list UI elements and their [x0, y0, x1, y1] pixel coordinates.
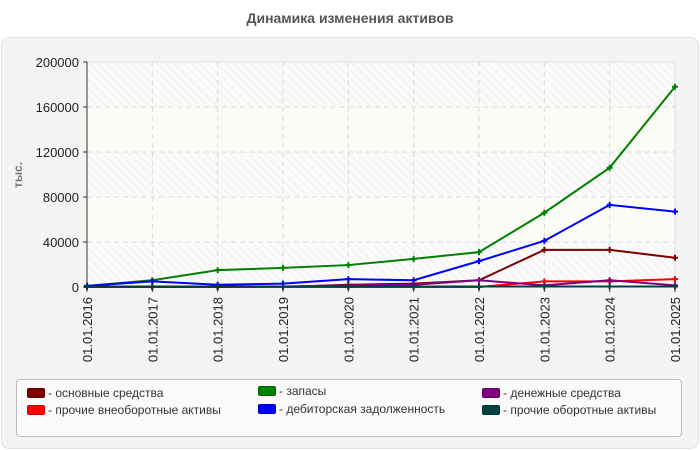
line-chart: 0 40000 80000 120000 160000 200000 01.01.2016 0… — [11, 55, 683, 362]
legend-swatch-icon — [482, 388, 500, 398]
svg-text:01.01.2016: 01.01.2016 — [80, 297, 95, 362]
legend-swatch-icon — [482, 405, 500, 415]
legend-swatch-icon — [27, 405, 45, 415]
legend-swatch-icon — [258, 386, 276, 396]
svg-text:160000: 160000 — [36, 100, 79, 115]
legend-item: - дебиторская задолженность — [258, 402, 445, 416]
svg-text:80000: 80000 — [43, 190, 79, 205]
svg-text:40000: 40000 — [43, 235, 79, 250]
svg-text:01.01.2025: 01.01.2025 — [668, 297, 683, 362]
legend: - основные средства - запасы - денежные … — [16, 379, 682, 437]
legend-swatch-icon — [258, 404, 276, 414]
svg-text:01.01.2017: 01.01.2017 — [145, 297, 160, 362]
svg-text:01.01.2024: 01.01.2024 — [603, 297, 618, 362]
legend-item: - запасы — [258, 384, 326, 398]
chart-title: Динамика изменения активов — [246, 10, 454, 26]
svg-text:01.01.2023: 01.01.2023 — [537, 297, 552, 362]
svg-text:0: 0 — [72, 280, 79, 295]
svg-text:01.01.2018: 01.01.2018 — [211, 297, 226, 362]
svg-text:120000: 120000 — [36, 145, 79, 160]
svg-text:01.01.2022: 01.01.2022 — [472, 297, 487, 362]
legend-item: - денежные средства — [482, 386, 621, 400]
legend-item: - прочие оборотные активы — [482, 403, 656, 417]
svg-text:тыс.: тыс. — [11, 162, 25, 188]
svg-text:200000: 200000 — [36, 55, 79, 70]
svg-text:01.01.2020: 01.01.2020 — [341, 297, 356, 362]
legend-item: - основные средства — [27, 386, 163, 400]
svg-text:01.01.2019: 01.01.2019 — [276, 297, 291, 362]
legend-swatch-icon — [27, 388, 45, 398]
svg-text:01.01.2021: 01.01.2021 — [407, 297, 422, 362]
legend-item: - прочие внеоборотные активы — [27, 403, 221, 417]
